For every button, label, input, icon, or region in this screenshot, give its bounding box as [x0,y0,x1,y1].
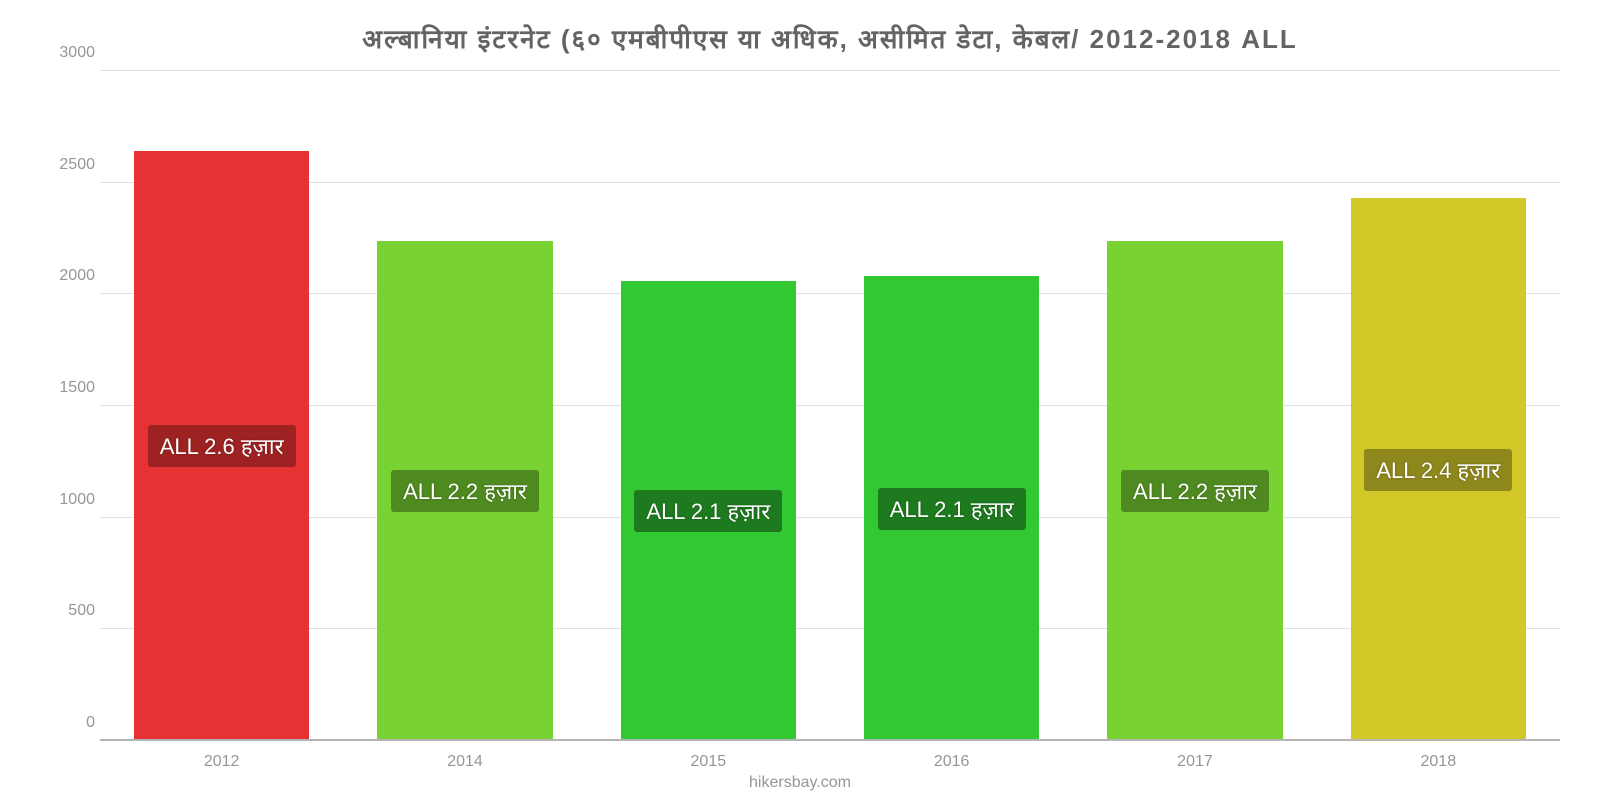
bar-value-label: ALL 2.1 हज़ार [634,490,782,532]
bar-group: ALL 2.2 हज़ार [1073,71,1316,741]
bar-group: ALL 2.6 हज़ार [100,71,343,741]
y-tick-label: 2000 [40,267,95,285]
bar-value-label: ALL 2.1 हज़ार [878,488,1026,530]
bar: ALL 2.1 हज़ार [864,276,1039,741]
bar-group: ALL 2.1 हज़ार [587,71,830,741]
x-tick-label: 2015 [587,753,830,771]
footer-attribution: hikersbay.com [0,774,1600,792]
x-tick-label: 2012 [100,753,343,771]
bar-value-label: ALL 2.2 हज़ार [391,470,539,512]
x-tick-label: 2018 [1317,753,1560,771]
x-tick-label: 2016 [830,753,1073,771]
y-tick-label: 0 [40,714,95,732]
bar: ALL 2.1 हज़ार [621,281,796,741]
bar-value-label: ALL 2.4 हज़ार [1364,449,1512,491]
y-tick-label: 3000 [40,44,95,62]
plot-area: 050010001500200025003000 ALL 2.6 हज़ारAL… [100,71,1560,741]
bar-group: ALL 2.4 हज़ार [1317,71,1560,741]
y-baseline [100,739,1560,741]
y-tick-label: 2500 [40,156,95,174]
bar-value-label: ALL 2.2 हज़ार [1121,470,1269,512]
bar-group: ALL 2.2 हज़ार [343,71,586,741]
y-tick-label: 500 [40,602,95,620]
bars-area: ALL 2.6 हज़ार ALL 2.2 हज़ार ALL 2.1 हज़ार A… [100,71,1560,741]
x-tick-label: 2014 [343,753,586,771]
chart-title: अल्बानिया इंटरनेट (६० एमबीपीएस या अधिक, … [100,20,1560,56]
bar: ALL 2.2 हज़ार [377,241,552,741]
bar-group: ALL 2.1 हज़ार [830,71,1073,741]
y-tick-label: 1500 [40,379,95,397]
bar: ALL 2.2 हज़ार [1107,241,1282,741]
x-tick-label: 2017 [1073,753,1316,771]
bar: ALL 2.6 हज़ार [134,151,309,741]
y-axis: 050010001500200025003000 [40,71,95,741]
bar: ALL 2.4 हज़ार [1351,198,1526,741]
bar-value-label: ALL 2.6 हज़ार [148,425,296,467]
chart-container: अल्बानिया इंटरनेट (६० एमबीपीएस या अधिक, … [0,0,1600,800]
x-axis: 201220142015201620172018 [100,753,1560,771]
y-tick-label: 1000 [40,491,95,509]
